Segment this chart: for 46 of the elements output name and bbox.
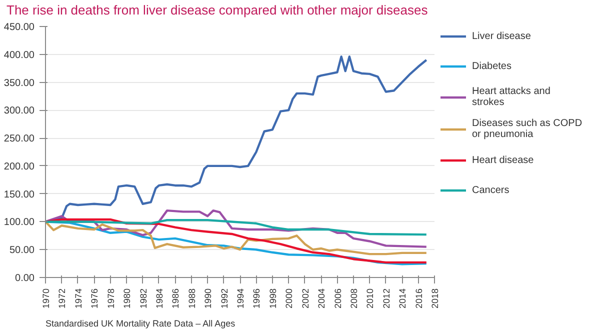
legend-label: Diabetes [472,60,512,72]
x-tick-label: 1988 [186,288,197,309]
y-tick-label: 400.00 [4,50,35,61]
x-tick-label: 2012 [381,288,392,309]
x-tick-label: 1974 [73,288,84,309]
y-tick-label: 200.00 [4,161,35,172]
x-tick-label: 1998 [268,288,278,309]
x-tick-label: 2008 [348,288,359,309]
x-tick-label: 2002 [300,288,310,309]
x-tick-label: 2018 [430,288,440,309]
legend-label: Diseases such as COPD or pneumonia [472,118,582,140]
text: Standardised UK Mortality Rate Data – All Ages [46,318,236,328]
x-tick-label: 1996 [252,288,262,309]
line-series [46,218,428,236]
x-tick-label: 1970 [41,288,51,309]
x-tick-label: 1980 [122,288,132,309]
x-tick-label: 1982 [138,288,148,309]
x-tick-label: 1976 [90,288,100,309]
legend-label: Liver disease [472,30,531,42]
y-tick-label: 450.00 [4,22,35,33]
legend-label: Heart disease [472,154,534,166]
x-tick-label: 1986 [170,288,181,309]
x-tick-label: 2000 [284,288,294,309]
x-tick-label: 1984 [154,288,164,309]
y-tick-label: 50.00 [9,245,35,256]
legend-label: Cancers [472,184,510,196]
x-tick-label: 2014 [398,288,408,309]
legend-label: Heart attacks and strokes [472,86,550,108]
x-tick-label: 1992 [219,288,230,309]
y-tick-label: 350.00 [4,78,35,89]
line-series [46,220,428,256]
x-tick-label: 2016 [414,288,424,309]
y-tick-label: 250.00 [4,134,35,145]
x-tick-label: 2004 [316,288,327,309]
y-tick-label: 150.00 [4,189,35,200]
x-tick-label: 2006 [332,288,343,309]
x-tick-label: 1990 [203,288,214,309]
y-tick-label: 100.00 [4,217,35,228]
y-tick-label: 300.00 [4,106,35,117]
x-tick-label: 1978 [106,288,116,309]
y-tick-label: 0.00 [15,273,35,284]
x-tick-label: 2010 [365,288,376,309]
line-series [46,209,428,248]
chart-title: The rise in deaths from liver disease compared with other major diseases [6,2,428,18]
x-tick-label: 1972 [57,288,68,309]
x-tick-label: 1994 [236,288,246,309]
